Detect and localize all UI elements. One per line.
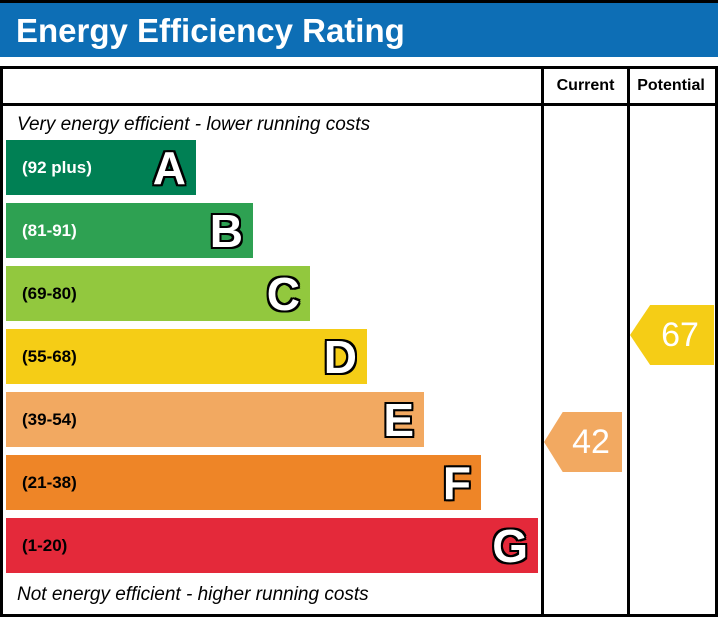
bottom-note: Not energy efficient - higher running co… [17, 584, 369, 605]
column-header-current: Current [556, 77, 615, 94]
band-range-label: (55-68) [22, 346, 77, 366]
band-bar: (1-20) G [6, 518, 538, 573]
top-note: Very energy efficient - lower running co… [17, 114, 371, 135]
band-range-label: (69-80) [22, 283, 77, 303]
band-row: (92 plus) A [3, 140, 715, 195]
potential-rating-value: 67 [661, 315, 699, 354]
band-row: (21-38) F [3, 455, 715, 510]
table-header-row: Current Potential [3, 69, 715, 106]
band-letter: C [266, 267, 300, 320]
band-range-label: (1-20) [22, 535, 68, 555]
band-range-label: (81-91) [22, 220, 77, 240]
band-bar: (39-54) E [6, 392, 424, 447]
band-bar: (81-91) B [6, 203, 253, 258]
column-header-potential: Potential [637, 77, 705, 94]
energy-rating-table: Current Potential Very energy efficient … [0, 66, 718, 617]
band-range-label: (39-54) [22, 409, 77, 429]
band-range-label: (92 plus) [22, 157, 92, 177]
band-list: (92 plus) A (81-91) B (69-80) C (55-68) … [3, 140, 715, 573]
band-letter: G [492, 519, 528, 572]
band-row: (1-20) G [3, 518, 715, 573]
band-row: (81-91) B [3, 203, 715, 258]
page-title: Energy Efficiency Rating [16, 11, 405, 49]
title-banner: Energy Efficiency Rating [0, 0, 718, 57]
band-row: (55-68) D [3, 329, 715, 384]
band-letter: A [152, 141, 186, 194]
current-rating-arrow: 42 [544, 412, 622, 472]
band-letter: D [323, 330, 357, 383]
current-rating-value: 42 [572, 422, 610, 461]
potential-column-divider [627, 69, 630, 614]
header-spacer [3, 69, 544, 103]
band-range-label: (21-38) [22, 472, 77, 492]
band-letter: B [209, 204, 243, 257]
table-body: Very energy efficient - lower running co… [3, 106, 715, 614]
band-row: (39-54) E [3, 392, 715, 447]
band-bar: (21-38) F [6, 455, 481, 510]
potential-rating-arrow: 67 [630, 305, 714, 365]
band-bar: (69-80) C [6, 266, 310, 321]
band-bar: (55-68) D [6, 329, 367, 384]
band-bar: (92 plus) A [6, 140, 196, 195]
current-column-divider [541, 69, 544, 614]
band-letter: F [442, 456, 471, 509]
band-letter: E [383, 393, 414, 446]
band-row: (69-80) C [3, 266, 715, 321]
